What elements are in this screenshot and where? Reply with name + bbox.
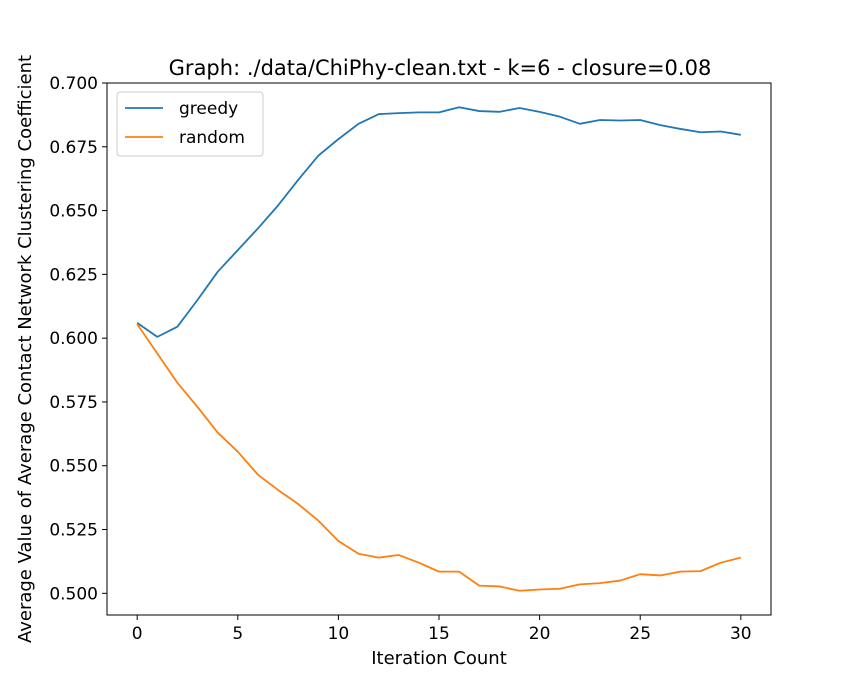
y-tick-label: 0.650: [49, 202, 98, 222]
x-tick-label: 20: [529, 624, 551, 644]
chart-title: Graph: ./data/ChiPhy-clean.txt - k=6 - c…: [169, 56, 712, 80]
series-line-random: [136, 323, 742, 592]
legend-label-random: random: [179, 128, 245, 148]
plot-frame: [106, 82, 772, 616]
y-tick-label: 0.700: [49, 74, 98, 94]
x-tick-label: 0: [132, 624, 143, 644]
y-tick-label: 0.600: [49, 329, 98, 349]
series-layer: [136, 106, 742, 592]
y-axis-label: Average Value of Average Contact Network…: [15, 55, 36, 643]
x-tick-label: 10: [328, 624, 350, 644]
y-axis: 0.500 0.525 0.550 0.575 0.600 0.625 0.650 0.675…: [49, 74, 107, 604]
x-tick-label: 15: [428, 624, 450, 644]
y-tick-label: 0.550: [49, 457, 98, 477]
y-tick-label: 0.525: [49, 521, 98, 541]
y-tick-label: 0.575: [49, 393, 98, 413]
x-tick-label: 25: [629, 624, 651, 644]
x-axis: 0 5 10 15 20 25 30: [132, 615, 752, 644]
x-tick-label: 5: [232, 624, 243, 644]
y-tick-label: 0.625: [49, 265, 98, 285]
x-axis-label: Iteration Count: [371, 648, 507, 669]
legend: greedy random: [116, 91, 264, 157]
y-tick-label: 0.675: [49, 138, 98, 158]
y-tick-label: 0.500: [49, 584, 98, 604]
legend-label-greedy: greedy: [179, 99, 238, 119]
series-line-greedy: [136, 106, 741, 338]
x-tick-label: 30: [730, 624, 752, 644]
